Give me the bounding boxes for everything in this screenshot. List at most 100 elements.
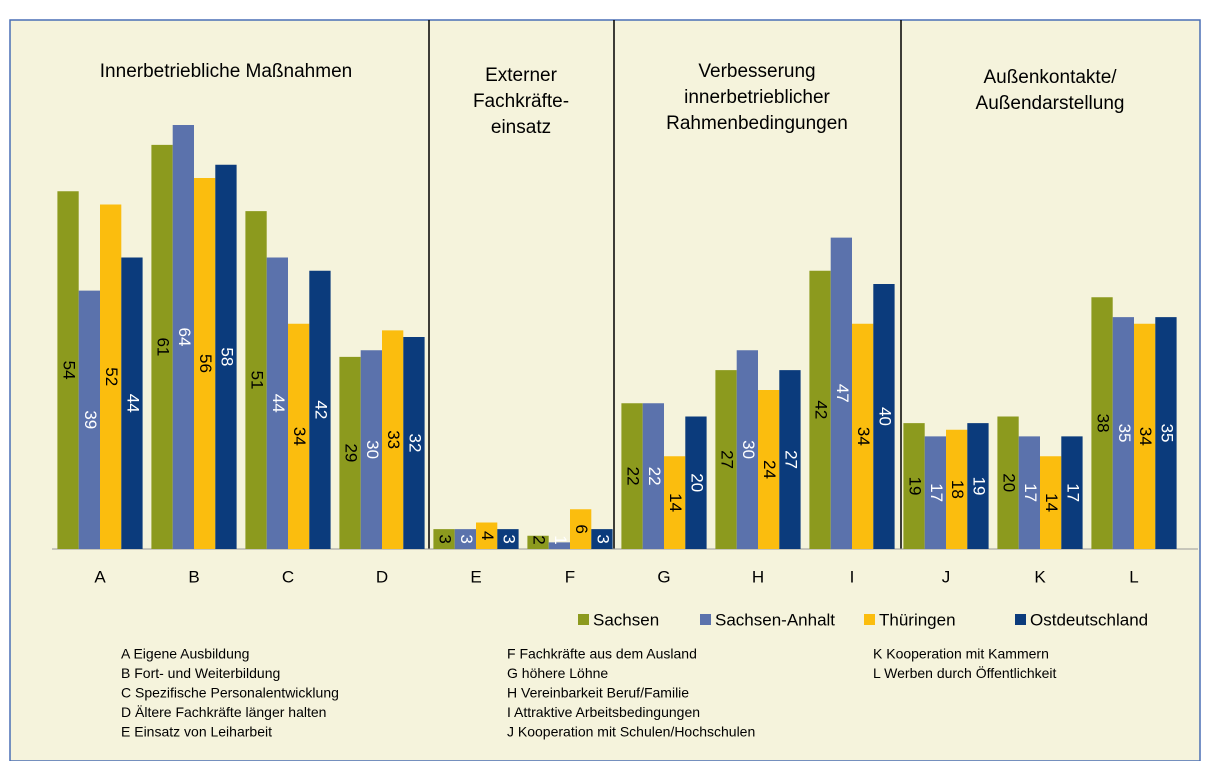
bar — [433, 529, 455, 549]
bar — [172, 125, 194, 549]
bar — [967, 423, 989, 549]
bar — [924, 436, 946, 549]
x-tick-label: E — [470, 567, 481, 586]
data-label: 52 — [102, 367, 121, 386]
bar — [570, 509, 592, 549]
bar — [360, 350, 382, 549]
data-label: 34 — [1136, 427, 1155, 446]
data-label: 27 — [718, 450, 737, 469]
bar — [852, 323, 874, 549]
data-label: 20 — [1000, 473, 1019, 492]
group-title: innerbetrieblicher — [684, 87, 830, 108]
data-label: 61 — [154, 337, 173, 356]
bar — [194, 178, 216, 549]
bar — [121, 257, 143, 549]
bar — [215, 164, 237, 549]
data-label: 22 — [624, 467, 643, 486]
group-title: Außendarstellung — [976, 93, 1125, 114]
bar — [100, 204, 122, 549]
data-label: 19 — [906, 477, 925, 496]
data-label: 34 — [290, 427, 309, 446]
bar — [621, 403, 643, 549]
bar — [454, 529, 476, 549]
legend-swatch — [700, 614, 711, 625]
bar — [736, 350, 758, 549]
group-title: Außenkontakte/ — [983, 67, 1117, 88]
data-label: 47 — [833, 384, 852, 403]
key-item: K Kooperation mit Kammern — [873, 646, 1049, 662]
data-label: 54 — [60, 361, 79, 380]
bar — [382, 330, 404, 549]
x-tick-label: B — [188, 567, 199, 586]
bar — [1134, 323, 1156, 549]
bar — [339, 356, 361, 549]
legend-label: Sachsen-Anhalt — [715, 610, 835, 629]
data-label: 3 — [436, 534, 455, 543]
data-label: 27 — [781, 450, 800, 469]
bar — [830, 237, 852, 549]
data-label: 14 — [1042, 493, 1061, 512]
bar — [151, 144, 173, 549]
data-label: 24 — [760, 460, 779, 479]
bar — [245, 211, 267, 549]
bar — [715, 370, 737, 549]
data-label: 34 — [854, 427, 873, 446]
key-item: C Spezifische Personalentwicklung — [121, 685, 339, 701]
bar — [288, 323, 310, 549]
bar — [642, 403, 664, 549]
group-title: Verbesserung — [698, 61, 815, 82]
key-item: G höhere Löhne — [507, 665, 608, 681]
data-label: 18 — [948, 480, 967, 499]
legend-swatch — [1015, 614, 1026, 625]
data-label: 51 — [248, 371, 267, 390]
legend-label: Ostdeutschland — [1030, 610, 1148, 629]
data-label: 6 — [572, 524, 591, 533]
data-label: 42 — [311, 400, 330, 419]
data-label: 1 — [551, 535, 570, 544]
legend-swatch — [578, 614, 589, 625]
x-tick-label: G — [657, 567, 670, 586]
x-tick-label: L — [1129, 567, 1138, 586]
data-label: 32 — [405, 434, 424, 453]
group-title: einsatz — [491, 117, 551, 138]
data-label: 33 — [384, 430, 403, 449]
data-label: 40 — [875, 407, 894, 426]
bar — [476, 522, 498, 549]
x-tick-label: I — [850, 567, 855, 586]
data-label: 35 — [1157, 424, 1176, 443]
key-item: L Werben durch Öffentlichkeit — [873, 664, 1057, 681]
data-label: 22 — [645, 467, 664, 486]
key-item: B Fort- und Weiterbildung — [121, 665, 280, 681]
bar — [548, 542, 570, 549]
data-label: 29 — [342, 443, 361, 462]
group-title: Rahmenbedingungen — [666, 113, 848, 134]
data-label: 44 — [269, 394, 288, 413]
bar — [903, 423, 925, 549]
bar — [873, 284, 895, 549]
data-label: 2 — [530, 535, 549, 544]
data-label: 35 — [1115, 424, 1134, 443]
bar — [758, 390, 780, 549]
bar — [685, 416, 707, 549]
bar — [403, 337, 425, 549]
key-item: D Ältere Fachkräfte länger halten — [121, 704, 326, 720]
bar — [591, 529, 613, 549]
data-label: 42 — [812, 400, 831, 419]
key-item: E Einsatz von Leiharbeit — [121, 724, 272, 740]
group-title: Innerbetriebliche Maßnahmen — [100, 61, 352, 82]
x-tick-label: F — [565, 567, 575, 586]
data-label: 3 — [593, 534, 612, 543]
bar — [1155, 317, 1177, 549]
key-item: I Attraktive Arbeitsbedingungen — [507, 704, 700, 720]
data-label: 3 — [457, 534, 476, 543]
bar — [664, 456, 686, 549]
data-label: 14 — [666, 493, 685, 512]
data-label: 4 — [478, 531, 497, 540]
bar — [1018, 436, 1040, 549]
x-tick-label: C — [282, 567, 294, 586]
bar — [1091, 297, 1113, 549]
legend-swatch — [864, 614, 875, 625]
data-label: 17 — [1063, 483, 1082, 502]
x-tick-label: A — [94, 567, 106, 586]
